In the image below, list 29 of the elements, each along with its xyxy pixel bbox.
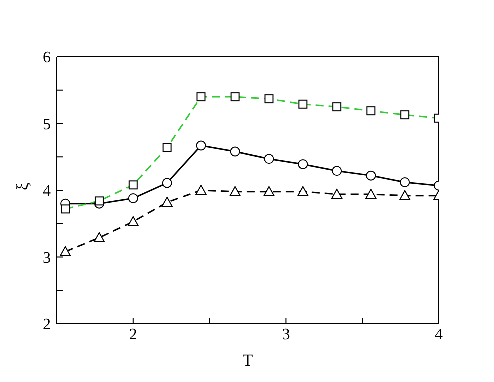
point — [298, 186, 309, 196]
point — [332, 166, 342, 176]
point — [162, 197, 173, 208]
y-tick-label: 6 — [43, 50, 51, 67]
y-tick-label: 5 — [43, 116, 51, 134]
x-axis-title: T — [242, 351, 254, 370]
point — [298, 159, 308, 170]
x-tick-label: 4 — [435, 326, 443, 344]
point — [230, 146, 240, 157]
point — [196, 185, 207, 195]
y-axis-title: ξ — [13, 182, 32, 190]
point — [264, 154, 274, 164]
x-tick-label: 2 — [129, 326, 138, 344]
point — [366, 170, 376, 181]
point — [94, 232, 105, 242]
x-tick-label: 3 — [282, 326, 290, 344]
point — [332, 189, 343, 200]
point — [128, 216, 139, 226]
y-tick-label: 4 — [43, 183, 51, 200]
point — [264, 186, 275, 196]
point — [400, 190, 411, 200]
point — [128, 194, 138, 204]
y-tick-label: 3 — [43, 250, 51, 267]
point — [230, 186, 241, 196]
point — [366, 189, 377, 200]
point — [400, 177, 410, 188]
point — [162, 178, 172, 188]
point — [196, 140, 206, 151]
point — [60, 246, 72, 256]
